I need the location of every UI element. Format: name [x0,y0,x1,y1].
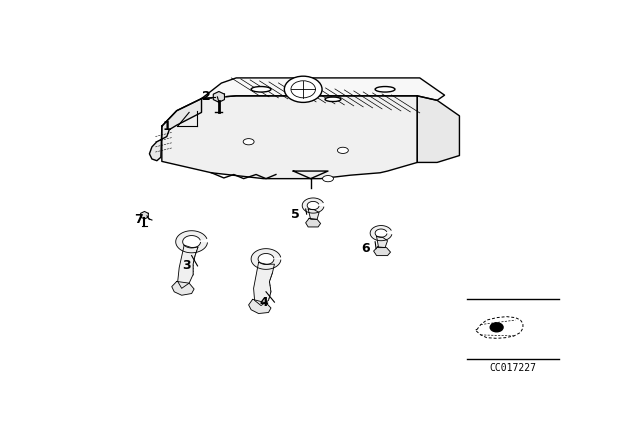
Polygon shape [374,247,390,255]
Ellipse shape [375,86,395,92]
Polygon shape [306,218,321,227]
Polygon shape [202,78,445,100]
Circle shape [490,323,503,332]
Polygon shape [370,225,392,241]
Ellipse shape [251,86,271,92]
Polygon shape [376,237,388,248]
Polygon shape [249,299,271,314]
Text: CC017227: CC017227 [489,363,536,373]
Polygon shape [213,91,225,102]
Polygon shape [302,198,324,213]
Text: 4: 4 [259,296,268,309]
Text: 3: 3 [182,259,191,272]
Ellipse shape [325,97,341,102]
Polygon shape [417,96,460,163]
Polygon shape [176,231,207,253]
Ellipse shape [243,138,254,145]
Text: 6: 6 [361,242,369,255]
Text: 1: 1 [163,120,171,133]
Circle shape [284,76,322,103]
Polygon shape [141,211,148,219]
Text: 2: 2 [202,90,211,103]
Circle shape [291,81,316,98]
Polygon shape [308,209,319,220]
Polygon shape [150,99,202,161]
Text: 7: 7 [134,213,143,226]
Polygon shape [162,96,417,179]
Polygon shape [251,249,281,269]
Text: 5: 5 [291,208,300,221]
Ellipse shape [323,176,333,182]
Polygon shape [172,281,194,295]
Polygon shape [178,245,198,289]
Polygon shape [253,263,275,306]
Ellipse shape [337,147,348,154]
